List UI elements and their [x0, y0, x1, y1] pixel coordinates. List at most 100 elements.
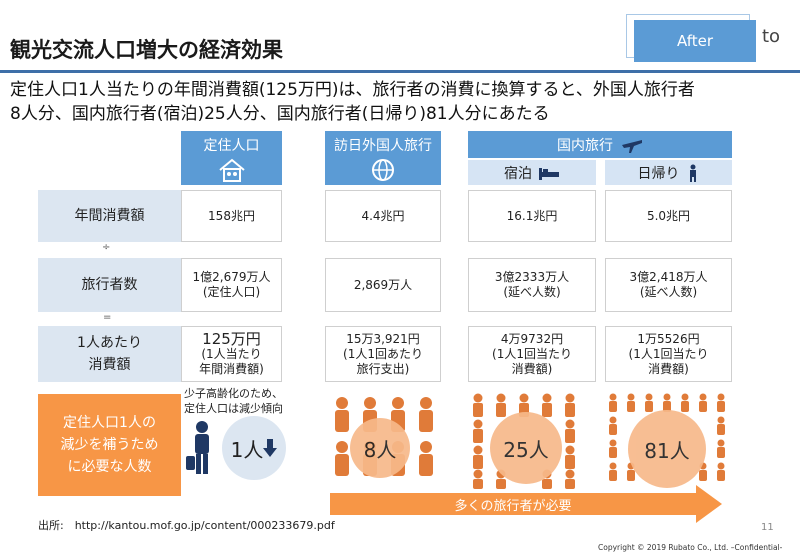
- person-icon: [473, 393, 483, 417]
- more-travelers-label: 多くの旅行者が必要: [454, 498, 572, 514]
- value-note: (延べ人数): [503, 285, 561, 299]
- person-icon: [565, 393, 575, 417]
- person-icon: [717, 416, 725, 435]
- person-icon: [473, 419, 483, 443]
- col-header-domestic-label: 国内旅行: [557, 137, 613, 154]
- value-note-2: 消費額): [511, 361, 553, 376]
- down-arrow-icon: [263, 439, 278, 457]
- col-header-domestic: 国内旅行: [468, 131, 732, 158]
- resident-count: 1人: [230, 437, 264, 462]
- value-text: 158兆円: [208, 208, 255, 223]
- value-text: 3億2333万人: [494, 270, 570, 284]
- row-header-per-person-line1: 1人あたり: [77, 335, 142, 351]
- value-text: 5.0兆円: [646, 208, 691, 223]
- person-icon: [565, 419, 575, 443]
- value-text: 15万3,921円: [346, 331, 420, 346]
- person-icon: [717, 439, 725, 458]
- col-header-foreign: 訪日外国人旅行: [325, 131, 441, 185]
- col-header-overnight-label: 宿泊: [504, 165, 532, 182]
- traveler-icon: [186, 421, 209, 474]
- page-number: 11: [761, 522, 774, 533]
- required-people-line1: 定住人口1人の: [63, 415, 156, 431]
- person-icon: [496, 393, 506, 417]
- foreign-count-circle: 8人: [350, 418, 410, 478]
- bed-icon: [539, 167, 559, 180]
- col-header-resident: 定住人口: [181, 131, 282, 185]
- person-icon: [473, 469, 483, 489]
- overnight-count-circle: 25人: [490, 412, 562, 484]
- person-icon: [717, 393, 725, 412]
- row-header-per-person-line2: 消費額: [88, 357, 131, 373]
- person-icon: [645, 393, 653, 412]
- arrow-head: [696, 485, 722, 523]
- cell-annual-overnight: 16.1兆円: [468, 190, 596, 242]
- resident-count-circle: 1人: [222, 416, 286, 480]
- row-header-travelers: 旅行者数: [38, 258, 181, 312]
- person-icon: [609, 462, 617, 481]
- house-icon: [218, 158, 245, 182]
- col-header-overnight: 宿泊: [468, 160, 596, 185]
- person-icon: [335, 441, 349, 476]
- value-text: 1万5526円: [637, 331, 700, 346]
- cell-per-person-foreign: 15万3,921円 (1人1回あたり 旅行支出): [325, 326, 441, 382]
- person-icon: [542, 393, 552, 417]
- col-header-daytrip: 日帰り: [605, 160, 732, 185]
- value-note-2: 年間消費額): [199, 361, 264, 376]
- required-people-label: 定住人口1人の 減少を補うため に必要な人数: [38, 394, 181, 496]
- globe-icon: [372, 159, 394, 181]
- copyright-text: Copyright © 2019 Rubato Co., Ltd. –Confi…: [598, 543, 783, 552]
- walker-icon: [689, 164, 696, 182]
- value-text: 1億2,679万人: [192, 270, 271, 284]
- person-icon: [627, 393, 635, 412]
- person-icon: [419, 441, 433, 476]
- value-note-1: (1人1回あたり: [343, 346, 423, 361]
- person-icon: [717, 462, 725, 481]
- cell-annual-resident: 158兆円: [181, 190, 282, 242]
- value-text: 125万円: [202, 329, 261, 348]
- person-icon: [609, 439, 617, 458]
- col-header-foreign-label: 訪日外国人旅行: [334, 138, 432, 154]
- cell-travelers-overnight: 3億2333万人 (延べ人数): [468, 258, 596, 312]
- cell-annual-daytrip: 5.0兆円: [605, 190, 732, 242]
- population-decline-note: 少子高齢化のため、 定住人口は減少傾向: [184, 386, 283, 416]
- page-title: 観光交流人口増大の経済効果: [10, 38, 283, 62]
- value-note-1: (1人1回当たり: [628, 346, 709, 361]
- required-people-line2: 減少を補うため: [60, 437, 159, 453]
- person-icon: [609, 416, 617, 435]
- lead-line-2: 8人分、国内旅行者(宿泊)25人分、国内旅行者(日帰り)81人分にあたる: [10, 104, 550, 124]
- value-text: 16.1兆円: [506, 208, 558, 223]
- cell-travelers-resident: 1億2,679万人 (定住人口): [181, 258, 282, 312]
- value-note-2: 消費額): [648, 361, 689, 376]
- cell-per-person-daytrip: 1万5526円 (1人1回当たり 消費額): [605, 326, 732, 382]
- more-travelers-arrow: 多くの旅行者が必要: [330, 493, 696, 515]
- value-note-1: (1人1回当たり: [492, 346, 572, 361]
- row-header-annual: 年間消費額: [38, 190, 181, 242]
- overnight-count: 25人: [503, 437, 549, 462]
- value-text: 2,869万人: [353, 277, 413, 292]
- col-header-resident-label: 定住人口: [203, 138, 260, 154]
- lead-text: 定住人口1人当たりの年間消費額(125万円)は、旅行者の消費に換算すると、外国人…: [10, 78, 695, 126]
- note-line2: 定住人口は減少傾向: [184, 402, 283, 415]
- cell-travelers-daytrip: 3億2,418万人 (延べ人数): [605, 258, 732, 312]
- value-note-1: (1人当たり: [201, 346, 262, 361]
- person-icon: [419, 397, 433, 432]
- person-icon: [565, 469, 575, 489]
- equals-operator: =: [103, 312, 112, 323]
- person-icon: [663, 393, 671, 412]
- daytrip-count: 81人: [644, 438, 690, 463]
- after-tail-text: to: [762, 26, 781, 47]
- col-header-daytrip-label: 日帰り: [637, 165, 680, 182]
- source-citation: 出所: http://kantou.mof.go.jp/content/0002…: [38, 519, 335, 532]
- value-text: 4.4兆円: [361, 208, 405, 223]
- after-badge: After: [634, 20, 756, 62]
- value-text: 4万9732円: [500, 331, 564, 346]
- value-note-2: 旅行支出): [356, 361, 410, 376]
- divide-operator: ÷: [102, 242, 111, 253]
- cell-travelers-foreign: 2,869万人: [325, 258, 441, 312]
- person-icon: [681, 393, 689, 412]
- required-people-line3: に必要な人数: [67, 459, 152, 475]
- value-text: 3億2,418万人: [629, 270, 708, 284]
- value-note: (延べ人数): [639, 285, 698, 299]
- overnight-people-group: [473, 393, 575, 489]
- value-note: (定住人口): [202, 285, 261, 299]
